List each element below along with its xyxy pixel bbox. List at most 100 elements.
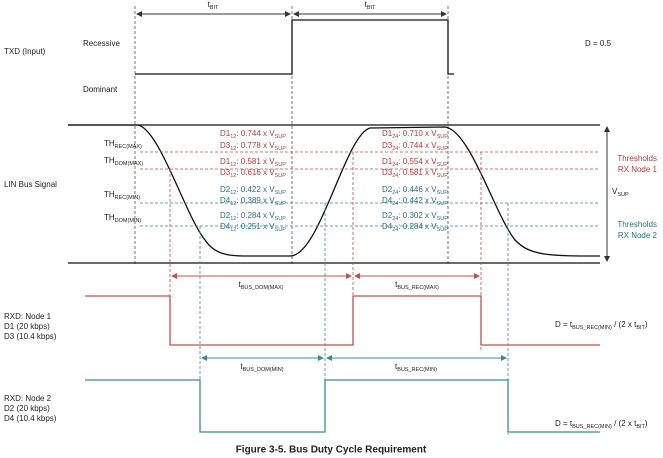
- subscript: 12: [230, 227, 236, 233]
- text-part: TH: [104, 190, 115, 199]
- text-part: TH: [104, 139, 115, 148]
- subscript: BIT: [636, 325, 645, 331]
- text-part: t: [365, 0, 368, 9]
- subscript: 12: [230, 201, 236, 207]
- text-part: D3: [220, 168, 231, 177]
- subscript: SUP: [437, 227, 449, 233]
- text-part: : 0.284 x V: [236, 211, 275, 220]
- subscript: REC(MIN): [115, 195, 141, 201]
- caption: Figure 3-5. Bus Duty Cycle Requirement: [236, 445, 427, 456]
- text-part: : 0.778 x V: [236, 141, 275, 150]
- subscript: SUP: [437, 201, 449, 207]
- text-part: D1: [220, 129, 231, 138]
- subscript: 24: [392, 162, 398, 168]
- subscript: 12: [230, 173, 236, 179]
- text-part: D2: [220, 211, 231, 220]
- subscript: DOM(MAX): [115, 161, 144, 167]
- text-part: V: [612, 187, 618, 196]
- subscript: SUP: [437, 146, 449, 152]
- subscript: 24: [392, 190, 398, 196]
- text-part: ): [645, 419, 648, 428]
- rising-threshold: D124: 0.710 x VSUP: [382, 129, 448, 140]
- subscript: BUS_DOM(MIN): [243, 367, 284, 373]
- t-bit-label: tBIT: [208, 0, 219, 11]
- subscript: 24: [392, 227, 398, 233]
- subscript: BIT: [210, 5, 219, 11]
- signal-name: RXD: Node 1: [4, 312, 52, 321]
- subscript: 24: [392, 216, 398, 222]
- text-part: TH: [104, 213, 115, 222]
- text-part: t: [208, 0, 211, 9]
- text-part: D1: [382, 129, 393, 138]
- subscript: SUP: [275, 173, 287, 179]
- text-part: : 0.442 x V: [398, 196, 437, 205]
- text-part: D3: [382, 141, 393, 150]
- subscript: 12: [230, 190, 236, 196]
- subscript: SUP: [275, 146, 287, 152]
- text-part: : 0.744 x V: [398, 141, 437, 150]
- text-part: : 0.446 x V: [398, 185, 437, 194]
- text-part: : 0.581 x V: [236, 157, 275, 166]
- threshold-group: RX Node 2: [618, 231, 658, 240]
- text-part: : 0.251 x V: [236, 222, 275, 231]
- timing-label: tBUS_DOM(MAX): [238, 280, 283, 291]
- layout: [68, 6, 610, 435]
- duty-label: D = 0.5: [585, 39, 612, 48]
- text-part: : 0.302 x V: [398, 211, 437, 220]
- threshold-group: Thresholds: [617, 154, 657, 163]
- text-part: : 0.710 x V: [398, 129, 437, 138]
- subscript: 24: [392, 173, 398, 179]
- rising-threshold: D424: 0.442 x VSUP: [382, 196, 448, 207]
- level-label: Recessive: [83, 39, 120, 48]
- threshold-label: THREC(MAX): [104, 139, 142, 150]
- subscript: BUS_REC(MIN): [572, 424, 612, 430]
- falling-threshold: D312: 0.778 x VSUP: [220, 141, 286, 152]
- subscript: 24: [392, 134, 398, 140]
- subscript: SUP: [275, 134, 287, 140]
- subscript: BIT: [636, 424, 645, 430]
- signal-name: LIN Bus Signal: [4, 180, 57, 189]
- signal-name: RXD: Node 2: [4, 394, 52, 403]
- subscript: BIT: [367, 5, 376, 11]
- falling-threshold: D212: 0.422 x VSUP: [220, 185, 286, 196]
- text-part: : 0.616 x V: [236, 168, 275, 177]
- subscript: 12: [230, 162, 236, 168]
- subscript: 12: [230, 216, 236, 222]
- text-part: t: [395, 280, 398, 289]
- text-part: : 0.422 x V: [236, 185, 275, 194]
- level-label: Dominant: [83, 85, 118, 94]
- t-bit-label: tBIT: [365, 0, 376, 11]
- text-part: D4: [220, 222, 231, 231]
- text-part: TH: [104, 156, 115, 165]
- text-part: : 0.581 x V: [398, 168, 437, 177]
- duty-formula: D = tBUS_REC(MIN) / (2 x tBIT): [555, 419, 648, 430]
- falling-threshold: D112: 0.744 x VSUP: [220, 129, 286, 140]
- subscript: BUS_DOM(MAX): [241, 285, 284, 291]
- text-part: D4: [382, 222, 393, 231]
- text-part: t: [240, 362, 243, 371]
- signal-name: D1 (20 kbps): [4, 322, 50, 331]
- falling-threshold: D412: 0.251 x VSUP: [220, 222, 286, 233]
- timing-label: tBUS_DOM(MIN): [240, 362, 283, 373]
- subscript: BUS_REC(MAX): [397, 285, 439, 291]
- text-part: D4: [382, 196, 393, 205]
- subscript: BUS_REC(MIN): [397, 367, 437, 373]
- text-part: D = t: [555, 419, 573, 428]
- timing-label: tBUS_REC(MIN): [395, 362, 437, 373]
- signal-name: D2 (20 kbps): [4, 404, 50, 413]
- text-part: D1: [382, 157, 393, 166]
- signal-name: D4 (10.4 kbps): [4, 414, 57, 423]
- threshold-label: THREC(MIN): [104, 190, 140, 201]
- threshold-label: THDOM(MAX): [104, 156, 143, 167]
- subscript: SUP: [275, 227, 287, 233]
- text-part: : 0.744 x V: [236, 129, 275, 138]
- text-part: D = t: [555, 320, 573, 329]
- subscript: SUP: [437, 173, 449, 179]
- falling-threshold: D112: 0.581 x VSUP: [220, 157, 286, 168]
- subscript: SUP: [437, 190, 449, 196]
- subscript: SUP: [617, 192, 629, 198]
- subscript: SUP: [275, 201, 287, 207]
- vsup-label: VSUP: [612, 187, 629, 198]
- text-part: D1: [220, 157, 231, 166]
- text-part: : 0.284 x V: [398, 222, 437, 231]
